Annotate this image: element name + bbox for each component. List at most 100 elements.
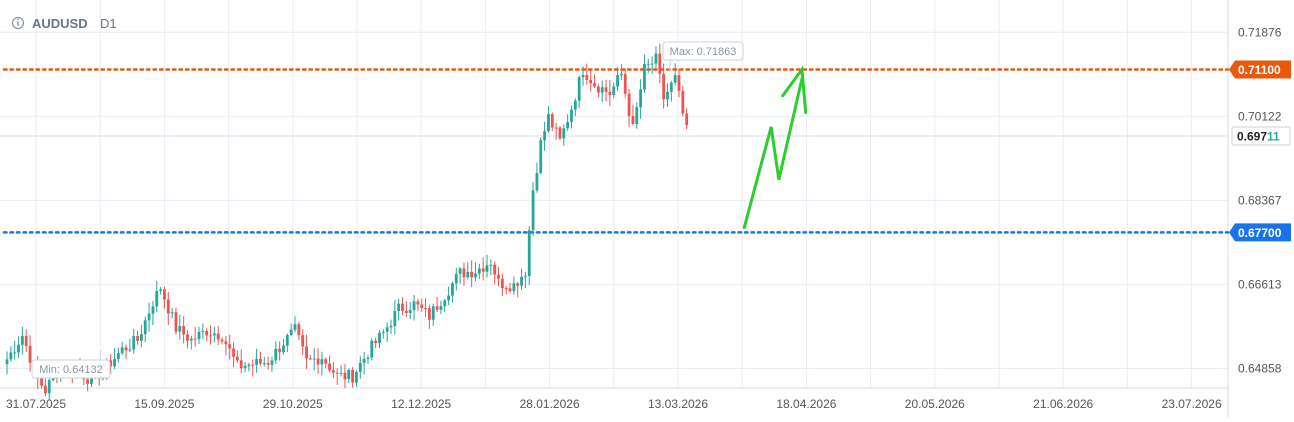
candle-body [477,268,481,274]
candle-body [358,362,362,372]
candle-body [236,356,239,361]
candle-body [262,363,266,365]
candle-body [151,306,155,314]
candle-body [435,306,439,310]
candle-body [147,313,151,321]
candle-body [620,73,623,76]
candle-body [163,289,166,300]
candle-body [593,83,596,87]
candle-body [497,274,500,279]
candle-body [677,75,681,92]
candle-body [650,63,654,65]
resistance-badge: 0.71100 [1229,60,1291,79]
candle-body [612,86,616,96]
support-price-label: 0.67700 [1238,226,1282,240]
candle-body [243,366,247,369]
candle-body [589,80,593,84]
candle-body [170,312,174,314]
candle-body [520,276,523,286]
date-tick-label: 12.12.2025 [391,397,451,411]
candle-body [646,63,650,65]
candle-body [289,329,293,335]
candle-body [239,360,243,369]
candle-body [255,358,258,365]
candle-body [489,264,493,266]
candle-body [328,363,331,371]
resistance-price-label: 0.71100 [1238,63,1281,77]
price-tick-label: 0.64858 [1238,361,1282,375]
levels-layer [2,68,1230,234]
candle-body [9,352,13,360]
candle-body [28,346,32,363]
max-label-box [662,41,744,61]
candle-body [658,53,662,74]
candle-body [420,304,424,309]
date-tick-label: 29.10.2025 [263,397,323,411]
time-axis: 31.07.2025 15.09.2025 29.10.2025 12.12.2025… [6,397,1222,411]
candle-body [493,264,497,275]
candle-body [366,357,370,359]
candle-body [140,334,143,341]
candle-body [474,273,477,278]
candle-body [116,353,120,360]
candle-body [408,310,412,313]
candle-body [220,339,224,342]
candle-body [554,127,558,129]
candle-body [159,289,162,291]
candle-body [197,331,201,340]
candle-body [178,325,182,332]
candle-body [381,331,385,333]
candle-body [143,320,147,335]
candle-body [305,346,308,359]
candle-body [189,338,193,341]
candle-body [109,360,113,367]
candle-body [362,358,366,363]
candle-body [631,116,635,124]
current-price-label: 0.69711 [1237,129,1280,143]
candle-body [128,349,132,351]
candle-body [155,290,159,307]
candle-body [335,372,339,374]
candle-body [312,358,316,360]
candle-body [397,303,401,312]
candle-body [224,341,228,345]
candle-body [673,75,677,83]
candle-body [285,334,289,346]
annotations-layer: Max: 0.71863 Min: 0.64132 [31,41,744,379]
max-pointer [668,59,672,71]
candle-body [654,53,658,64]
date-tick-label: 18.04.2026 [776,397,836,411]
candle-body [508,288,512,292]
candles-layer[interactable] [5,43,689,401]
candle-body [643,64,646,90]
candle-body [251,364,255,366]
candle-body [174,312,178,332]
candle-body [347,369,351,380]
candle-body [662,73,666,100]
candle-body [47,380,51,394]
candle-body [205,330,209,336]
price-tick-label: 0.68367 [1238,193,1282,207]
candle-body [681,91,685,114]
candle-body [685,113,689,126]
candle-body [339,372,343,374]
candle-body [616,75,619,87]
price-tick-label: 0.70122 [1238,109,1282,123]
candle-body [270,360,274,365]
candle-body [259,358,262,364]
candle-body [343,372,347,380]
info-icon[interactable] [11,16,25,30]
candle-body [216,333,220,340]
candle-body [20,336,24,345]
candle-body [562,128,566,139]
candle-body [316,358,320,365]
candle-body [451,283,454,296]
max-annotation: Max: 0.71863 [662,41,744,71]
candle-body [266,363,270,365]
candle-body [581,75,585,78]
candle-body [278,348,282,353]
min-annotation: Min: 0.64132 [31,349,111,379]
candle-body [166,299,170,314]
